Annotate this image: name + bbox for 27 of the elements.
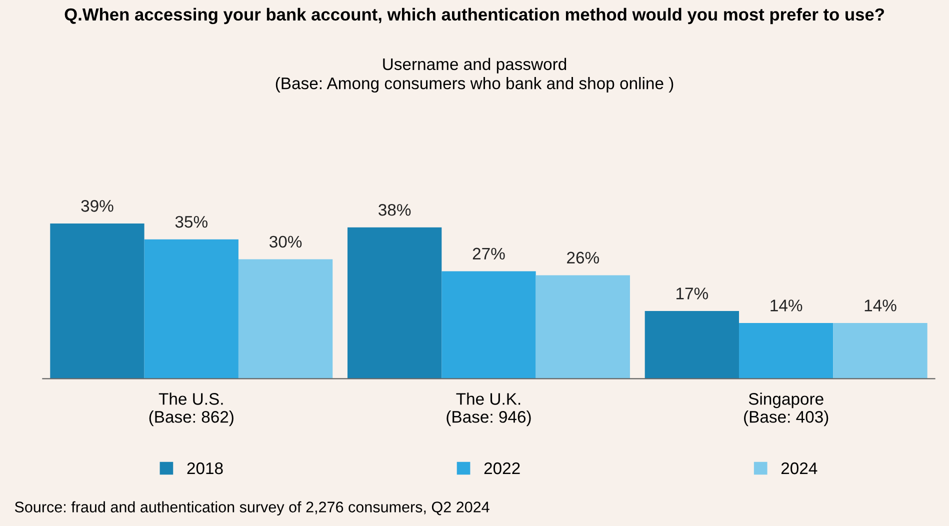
- data-label: 17%: [676, 288, 708, 300]
- bar: [536, 275, 630, 379]
- bar: [833, 322, 928, 379]
- data-label: 30%: [270, 236, 302, 248]
- data-label: 26%: [567, 252, 599, 264]
- source-note: Source: fraud and authentication survey of 2,276 consumers, Q2 2024: [14, 501, 490, 516]
- data-label: 39%: [81, 200, 114, 212]
- legend-label: 2022: [484, 462, 520, 474]
- bar: [739, 322, 834, 379]
- bar: [144, 239, 238, 379]
- bar: [50, 223, 144, 379]
- legend-label: 2024: [781, 462, 818, 474]
- bar: [442, 271, 536, 379]
- bar: [347, 227, 442, 379]
- data-label: 14%: [864, 300, 896, 312]
- data-label: 35%: [175, 216, 208, 228]
- x-tick-label: The U.K. (Base: 946): [446, 392, 531, 426]
- bar: [238, 259, 333, 379]
- bar: [644, 311, 740, 379]
- x-tick-label: The U.S. (Base: 862): [149, 392, 234, 426]
- legend-label: 2018: [187, 462, 223, 474]
- data-label: 27%: [472, 248, 505, 260]
- data-label: 14%: [770, 300, 802, 312]
- chart-subtitle: Username and password (Base: Among consumers who bank and shop online ): [276, 58, 674, 93]
- x-tick-label: Singapore (Base: 403): [744, 392, 828, 426]
- chart-title: Q.When accessing your bank account, which authentication method would you most prefer to use?: [64, 8, 884, 24]
- data-label: 38%: [378, 204, 411, 216]
